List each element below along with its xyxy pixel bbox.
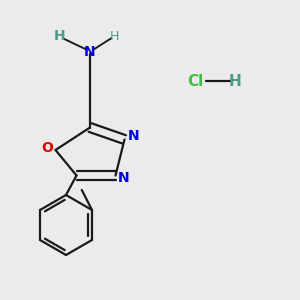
Text: H: H (54, 29, 66, 43)
Text: N: N (118, 172, 130, 185)
Text: Cl: Cl (187, 74, 203, 88)
Text: N: N (84, 46, 96, 59)
Text: N: N (128, 129, 139, 143)
Text: H: H (229, 74, 242, 88)
Text: H: H (109, 29, 119, 43)
Text: O: O (41, 142, 53, 155)
